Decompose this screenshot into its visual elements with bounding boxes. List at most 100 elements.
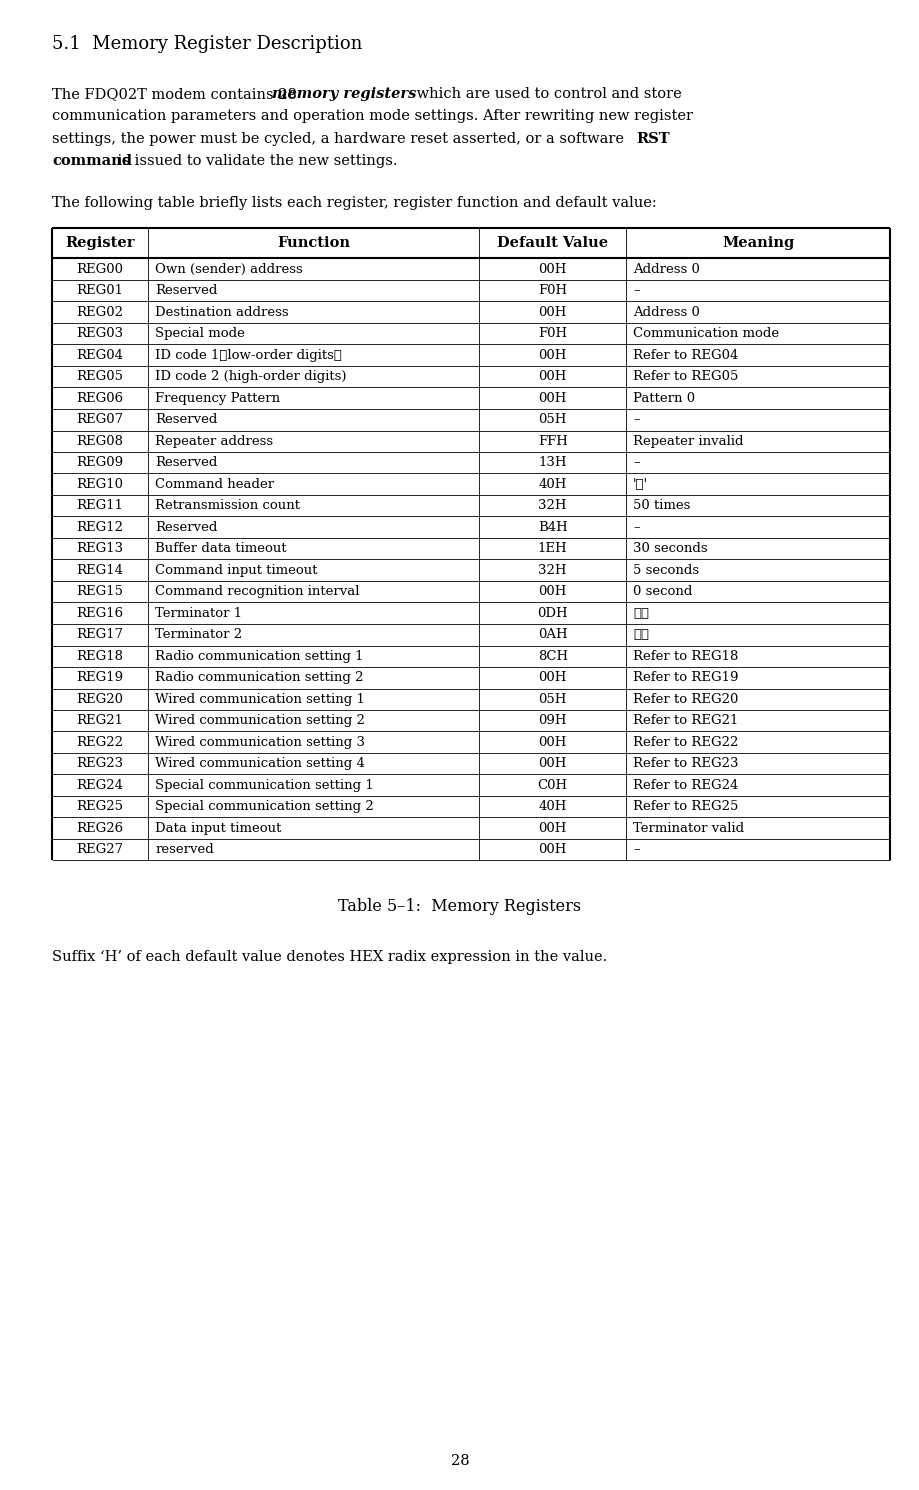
Text: REG17: REG17 (76, 629, 124, 641)
Text: ID code 2 (high-order digits): ID code 2 (high-order digits) (155, 370, 346, 383)
Text: '＠': '＠' (632, 478, 648, 490)
Text: Refer to REG05: Refer to REG05 (632, 370, 738, 383)
Text: which are used to control and store: which are used to control and store (412, 86, 681, 101)
Text: Refer to REG04: Refer to REG04 (632, 349, 738, 362)
Text: F0H: F0H (538, 328, 567, 340)
Text: Meaning: Meaning (721, 237, 793, 250)
Text: Special communication setting 2: Special communication setting 2 (155, 800, 374, 814)
Text: Special communication setting 1: Special communication setting 1 (155, 779, 374, 791)
Text: memory registers: memory registers (272, 86, 415, 101)
Text: Refer to REG21: Refer to REG21 (632, 714, 738, 727)
Text: 00H: 00H (538, 736, 566, 749)
Text: REG01: REG01 (76, 285, 123, 297)
Text: REG26: REG26 (76, 822, 124, 834)
Text: –: – (632, 413, 639, 426)
Text: Reserved: Reserved (155, 520, 218, 533)
Text: Command recognition interval: Command recognition interval (155, 586, 359, 599)
Text: is issued to validate the new settings.: is issued to validate the new settings. (113, 155, 397, 168)
Text: 00H: 00H (538, 822, 566, 834)
Text: REG07: REG07 (76, 413, 124, 426)
Text: Destination address: Destination address (155, 305, 289, 319)
Text: Reserved: Reserved (155, 285, 218, 297)
Text: Table 5–1:  Memory Registers: Table 5–1: Memory Registers (338, 898, 581, 915)
Text: 0 second: 0 second (632, 586, 692, 599)
Text: Command input timeout: Command input timeout (155, 563, 318, 577)
Text: Refer to REG22: Refer to REG22 (632, 736, 738, 749)
Text: REG18: REG18 (76, 650, 123, 663)
Text: 00H: 00H (538, 392, 566, 405)
Text: 00H: 00H (538, 262, 566, 276)
Text: 00H: 00H (538, 370, 566, 383)
Text: Radio communication setting 1: Radio communication setting 1 (155, 650, 364, 663)
Text: Register: Register (65, 237, 135, 250)
Text: REG15: REG15 (76, 586, 123, 599)
Text: Special mode: Special mode (155, 328, 245, 340)
Text: Frequency Pattern: Frequency Pattern (155, 392, 280, 405)
Text: –: – (632, 456, 639, 469)
Text: Address 0: Address 0 (632, 305, 699, 319)
Text: REG19: REG19 (76, 672, 124, 684)
Text: Radio communication setting 2: Radio communication setting 2 (155, 672, 364, 684)
Text: 00H: 00H (538, 305, 566, 319)
Text: RST: RST (635, 133, 669, 146)
Text: B4H: B4H (538, 520, 567, 533)
Text: 40H: 40H (538, 800, 566, 814)
Text: REG08: REG08 (76, 435, 123, 448)
Text: REG04: REG04 (76, 349, 123, 362)
Text: reserved: reserved (155, 843, 214, 857)
Text: 0DH: 0DH (537, 606, 567, 620)
Text: –: – (632, 520, 639, 533)
Text: 00H: 00H (538, 672, 566, 684)
Text: F0H: F0H (538, 285, 567, 297)
Text: 40H: 40H (538, 478, 566, 490)
Text: 00H: 00H (538, 843, 566, 857)
Text: Communication mode: Communication mode (632, 328, 778, 340)
Text: ID code 1（low-order digits）: ID code 1（low-order digits） (155, 349, 342, 362)
Text: Repeater address: Repeater address (155, 435, 273, 448)
Text: REG23: REG23 (76, 757, 124, 770)
Text: REG11: REG11 (76, 499, 123, 513)
Text: 0AH: 0AH (538, 629, 567, 641)
Text: REG27: REG27 (76, 843, 124, 857)
Text: 1EH: 1EH (538, 542, 567, 556)
Text: 09H: 09H (538, 714, 566, 727)
Text: Wired communication setting 4: Wired communication setting 4 (155, 757, 365, 770)
Text: REG16: REG16 (76, 606, 124, 620)
Text: Refer to REG25: Refer to REG25 (632, 800, 738, 814)
Text: Command header: Command header (155, 478, 274, 490)
Text: REG09: REG09 (76, 456, 124, 469)
Text: 28: 28 (450, 1454, 469, 1468)
Text: Refer to REG24: Refer to REG24 (632, 779, 738, 791)
Text: REG14: REG14 (76, 563, 123, 577)
Text: Own (sender) address: Own (sender) address (155, 262, 302, 276)
Text: REG03: REG03 (76, 328, 124, 340)
Text: REG24: REG24 (76, 779, 123, 791)
Text: The FDQ02T modem contains 28: The FDQ02T modem contains 28 (52, 86, 301, 101)
Text: Terminator 1: Terminator 1 (155, 606, 243, 620)
Text: 13H: 13H (538, 456, 566, 469)
Text: REG20: REG20 (76, 693, 123, 706)
Text: The following table briefly lists each register, register function and default v: The following table briefly lists each r… (52, 197, 656, 210)
Text: Pattern 0: Pattern 0 (632, 392, 695, 405)
Text: Default Value: Default Value (496, 237, 607, 250)
Text: Terminator valid: Terminator valid (632, 822, 743, 834)
Text: Refer to REG19: Refer to REG19 (632, 672, 738, 684)
Text: Wired communication setting 3: Wired communication setting 3 (155, 736, 365, 749)
Text: 32H: 32H (538, 563, 566, 577)
Text: 5 seconds: 5 seconds (632, 563, 698, 577)
Text: Buffer data timeout: Buffer data timeout (155, 542, 287, 556)
Text: REG10: REG10 (76, 478, 123, 490)
Text: settings, the power must be cycled, a hardware reset asserted, or a software: settings, the power must be cycled, a ha… (52, 133, 628, 146)
Text: Refer to REG20: Refer to REG20 (632, 693, 738, 706)
Text: REG05: REG05 (76, 370, 123, 383)
Text: Reserved: Reserved (155, 413, 218, 426)
Text: –: – (632, 285, 639, 297)
Text: 30 seconds: 30 seconds (632, 542, 707, 556)
Text: Repeater invalid: Repeater invalid (632, 435, 743, 448)
Text: ＬＦ: ＬＦ (632, 629, 648, 641)
Text: Wired communication setting 2: Wired communication setting 2 (155, 714, 365, 727)
Text: REG06: REG06 (76, 392, 124, 405)
Text: 00H: 00H (538, 757, 566, 770)
Text: REG02: REG02 (76, 305, 123, 319)
Text: 8CH: 8CH (537, 650, 567, 663)
